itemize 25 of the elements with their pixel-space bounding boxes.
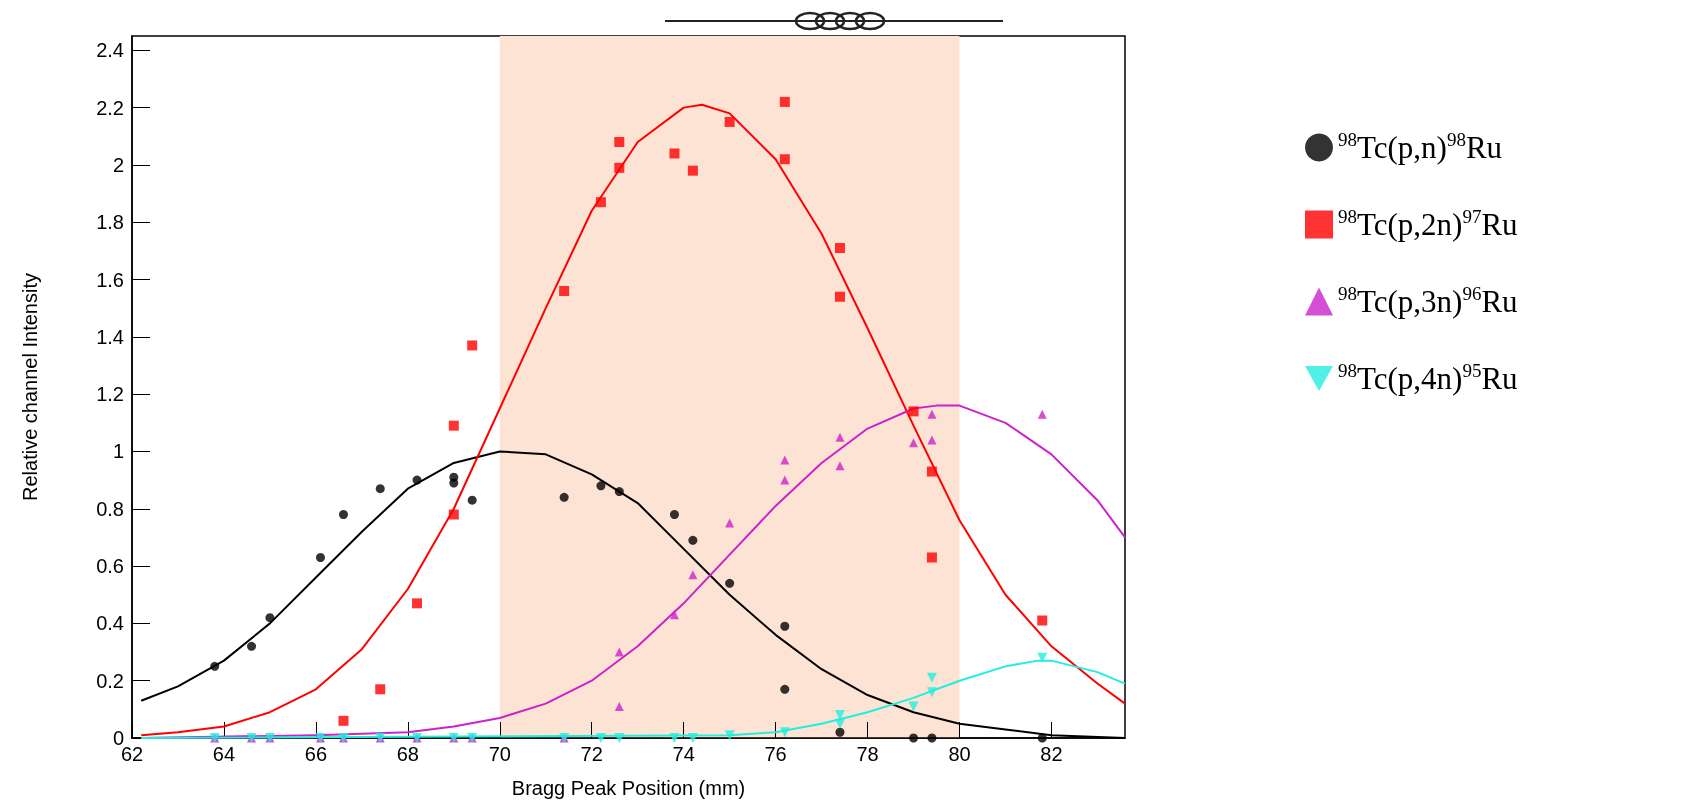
x-tick-label: 78 — [856, 743, 879, 765]
x-tick-label: 66 — [304, 743, 328, 765]
y-tick-label: 1.2 — [96, 383, 124, 406]
y-tick-label: 0 — [112, 727, 124, 749]
x-tick-label: 82 — [1040, 743, 1063, 765]
y-tick-label: 1 — [112, 440, 124, 463]
x-tick-label: 74 — [672, 743, 695, 765]
y-tick-label: 1.6 — [96, 268, 124, 291]
y-tick-label: 0.8 — [96, 497, 124, 520]
x-tick-label: 64 — [212, 743, 236, 765]
x-tick-label: 80 — [948, 743, 971, 765]
y-tick-label: 1.4 — [96, 325, 124, 348]
y-tick-label: 0.2 — [96, 669, 124, 692]
y-tick-label: 2.4 — [96, 39, 124, 62]
y-tick-label: 2.2 — [96, 96, 124, 119]
y-tick-label: 0.6 — [96, 555, 124, 578]
y-tick-label: 1.8 — [96, 211, 124, 234]
x-tick-label: 76 — [764, 743, 787, 765]
y-tick-label: 2 — [112, 153, 124, 176]
x-tick-label: 68 — [396, 743, 419, 765]
x-axis-title: Bragg Peak Position (mm) — [511, 777, 746, 799]
y-axis-title: Relative channel Intensity — [19, 273, 41, 501]
x-tick-label: 72 — [580, 743, 603, 765]
y-tick-label: 0.4 — [96, 612, 124, 635]
x-tick-label: 70 — [488, 743, 511, 765]
